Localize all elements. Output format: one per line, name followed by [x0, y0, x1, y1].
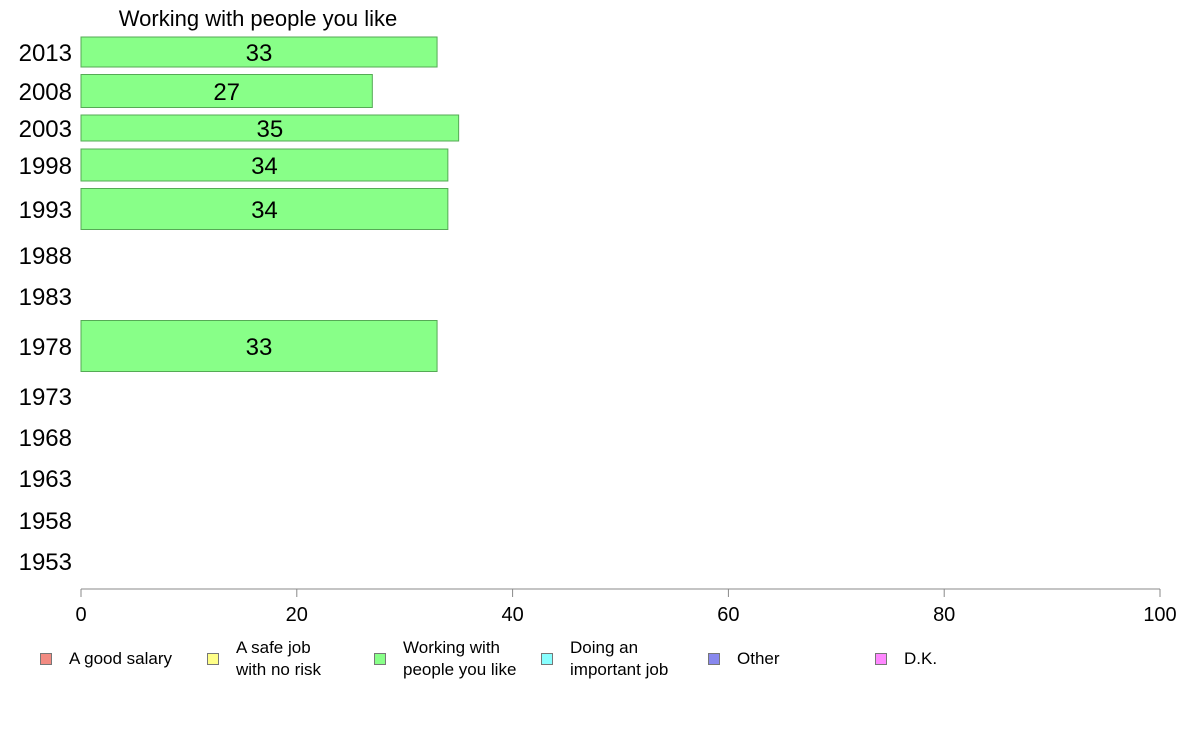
- y-tick-label-2003: 2003: [19, 116, 72, 143]
- y-tick-label-2008: 2008: [19, 79, 72, 106]
- legend-swatch-a-safe-job: [207, 653, 219, 665]
- data-label-1978: 33: [246, 334, 273, 361]
- x-tick-label-40: 40: [501, 604, 523, 626]
- legend-item-a-good-salary: A good salary: [40, 636, 172, 682]
- legend-label: Other: [737, 649, 780, 668]
- y-tick-label-1953: 1953: [19, 549, 72, 576]
- y-axis-labels: 2013 2008 2003 1998 1993 1988 1983 1978 1973 1968…: [19, 40, 72, 576]
- legend-item-dk: D.K.: [875, 636, 937, 682]
- y-tick-label-1963: 1963: [19, 466, 72, 493]
- data-label-2003: 35: [256, 116, 283, 143]
- x-tick-label-80: 80: [933, 604, 955, 626]
- y-tick-label-1973: 1973: [19, 384, 72, 411]
- x-tick-label-20: 20: [286, 604, 308, 626]
- y-tick-label-1983: 1983: [19, 284, 72, 311]
- bar-1978: [80, 320, 438, 372]
- bar-1993: [80, 188, 449, 230]
- legend-label: A good salary: [69, 649, 173, 668]
- y-tick-label-1993: 1993: [19, 197, 72, 224]
- bar-1998: [80, 148, 449, 182]
- legend: A good salary A safe job with no risk Wo…: [0, 636, 1188, 686]
- legend-item-doing-an-important-job: Doing an important job: [541, 636, 668, 682]
- data-label-2013: 33: [246, 40, 273, 67]
- legend-swatch-other: [708, 653, 720, 665]
- x-tick-label-100: 100: [1143, 604, 1176, 626]
- legend-item-a-safe-job: A safe job with no risk: [207, 636, 321, 682]
- bar-2013: [80, 36, 438, 68]
- legend-swatch-doing-an-important-job: [541, 653, 553, 665]
- y-tick-label-1998: 1998: [19, 153, 72, 180]
- y-tick-label-1958: 1958: [19, 508, 72, 535]
- data-label-2008: 27: [213, 79, 240, 106]
- bar-2003: [80, 114, 460, 142]
- legend-label: Working with people you like: [403, 638, 517, 679]
- y-tick-label-2013: 2013: [19, 40, 72, 67]
- y-tick-label-1988: 1988: [19, 243, 72, 270]
- legend-label: D.K.: [904, 649, 938, 668]
- legend-item-working-with-people: Working with people you like: [374, 636, 516, 682]
- bar-chart: Working with people you like 33273534343…: [19, 6, 1177, 626]
- y-tick-label-1968: 1968: [19, 425, 72, 452]
- x-tick-label-0: 0: [75, 604, 86, 626]
- legend-swatch-working-with-people: [374, 653, 386, 665]
- chart-title: Working with people you like: [119, 6, 397, 31]
- x-tick-label-60: 60: [717, 604, 739, 626]
- data-label-1998: 34: [251, 153, 278, 180]
- legend-swatch-dk: [875, 653, 887, 665]
- legend-label: A safe job with no risk: [236, 638, 322, 679]
- x-axis: 0 20 40 60 80 100: [75, 588, 1177, 626]
- data-label-1993: 34: [251, 197, 278, 224]
- y-tick-label-1978: 1978: [19, 334, 72, 361]
- legend-item-other: Other: [708, 636, 780, 682]
- bar-2008: [80, 74, 373, 108]
- legend-label: Doing an important job: [570, 638, 669, 679]
- legend-swatch-a-good-salary: [40, 653, 52, 665]
